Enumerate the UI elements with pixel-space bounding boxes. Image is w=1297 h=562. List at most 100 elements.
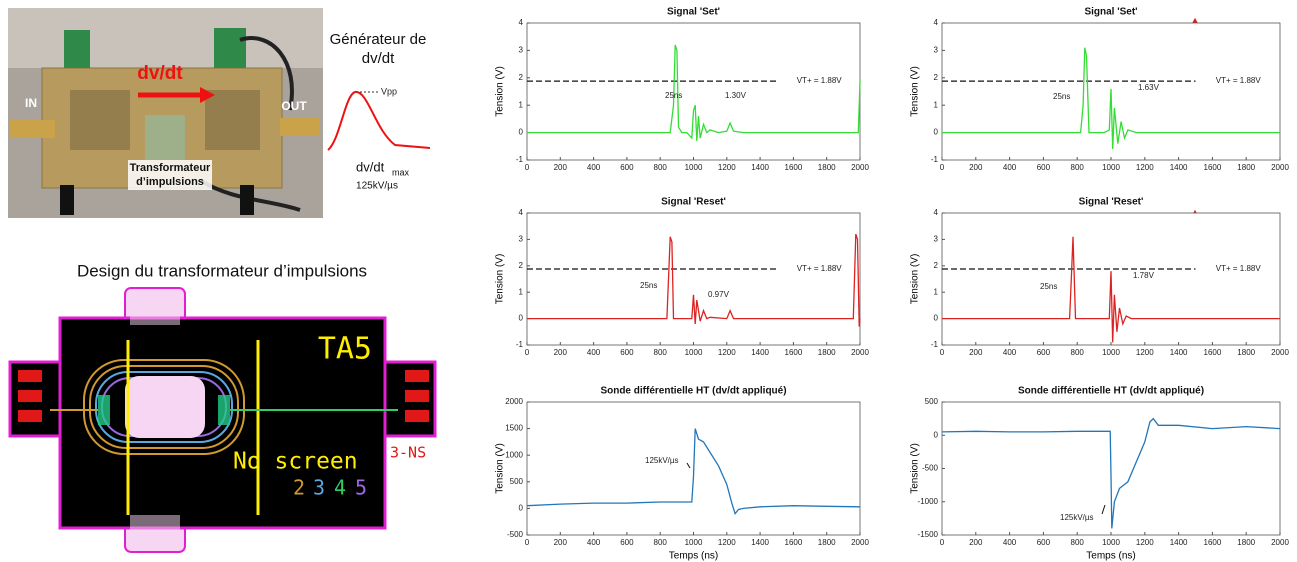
transformer-label: d’impulsions [136,176,204,188]
plot-area [526,22,861,161]
x-tick-label: 0 [940,348,945,357]
y-tick-label: 2000 [505,397,523,406]
x-tick-label: 1800 [1237,163,1255,172]
x-tick-label: 1400 [1170,163,1188,172]
y-tick-label: -1 [516,340,524,349]
x-tick-label: 1400 [1170,538,1188,547]
layout-screen: No screen [233,449,358,475]
x-tick-label: 1600 [785,538,803,547]
layer-number: 3 [313,476,325,500]
threshold-label: VT+ = 1.88V [797,76,843,85]
x-tick-label: 1200 [1136,163,1154,172]
chart: Sonde différentielle HT (dv/dt appliqué)… [910,386,1290,562]
y-tick-label: 0 [934,128,939,137]
x-tick-label: 1000 [685,163,703,172]
x-tick-label: 1400 [1170,348,1188,357]
x-tick-label: 0 [940,163,945,172]
x-tick-label: 1000 [1102,538,1120,547]
y-tick-label: 500 [510,477,524,486]
annotation: 0.97V [708,290,730,299]
chart-title: Signal 'Reset' [1079,197,1144,208]
plot-area [526,212,861,346]
slope-value: 125kV/µs [356,181,398,192]
x-tick-label: 200 [969,538,983,547]
layout-name: TA5 [318,332,372,367]
x-tick-label: 2000 [851,348,869,357]
annotation: 25ns [1040,282,1057,291]
x-tick-label: 600 [1037,348,1051,357]
x-tick-label: 2000 [1271,538,1289,547]
layer-number: 5 [355,476,367,500]
x-tick-label: 800 [654,538,668,547]
x-tick-label: 400 [587,348,601,357]
x-tick-label: 1400 [751,538,769,547]
threshold-label: VT+ = 1.88V [797,264,843,273]
x-tick-label: 600 [620,163,634,172]
chart: Sonde différentielle HT (dv/dt appliqué)… [495,386,870,562]
x-tick-label: 200 [554,348,568,357]
trace [526,428,861,516]
y-tick-label: 1 [519,287,524,296]
y-axis-label: Tension (V) [495,66,506,117]
x-tick-label: 1200 [718,163,736,172]
trace [942,236,1280,343]
threshold-label: VT+ = 1.88V [1216,76,1262,85]
y-axis-label: Tension (V) [910,66,921,117]
x-tick-label: 400 [1003,163,1017,172]
y-tick-label: 2 [519,261,524,270]
y-tick-label: -1000 [918,497,939,506]
x-tick-label: 400 [587,163,601,172]
x-tick-label: 2000 [851,538,869,547]
y-tick-label: 3 [519,235,524,244]
annotation-arrow [686,462,691,469]
generator-title: Générateur de [330,31,427,48]
x-tick-label: 0 [525,538,530,547]
pcb-layout: Design du transformateur d’impulsions TA… [8,261,437,553]
x-tick-label: 1000 [685,538,703,547]
x-tick-label: 800 [654,348,668,357]
y-tick-label: -1 [931,155,939,164]
x-tick-label: 1800 [818,538,836,547]
generator-title: dv/dt [362,50,395,67]
annotation: 1.63V [1138,83,1160,92]
chart-title: Signal 'Reset' [661,197,726,208]
x-tick-label: 1400 [751,348,769,357]
y-tick-label: 4 [934,18,939,27]
x-tick-label: 400 [587,538,601,547]
y-tick-label: 0 [519,504,524,513]
annotation: 1.30V [725,91,747,100]
y-tick-label: 4 [519,208,524,217]
x-tick-label: 1600 [1204,538,1222,547]
chart-title: Sonde différentielle HT (dv/dt appliqué) [1018,386,1204,397]
x-tick-label: 600 [620,538,634,547]
y-tick-label: 3 [934,46,939,55]
x-tick-label: 200 [969,163,983,172]
x-tick-label: 600 [1037,538,1051,547]
y-tick-label: 3 [519,46,524,55]
trace [527,233,861,327]
annotation-arrow [1101,504,1106,515]
x-tick-label: 1800 [1237,538,1255,547]
x-axis-label: Temps (ns) [669,551,718,562]
transformer-label: Transformateur [130,162,211,174]
photo: dv/dt IN OUT Transformateur d’impulsions [8,8,323,218]
layer-number: 2 [293,476,305,500]
vpp-label: Vpp [381,86,397,96]
slope-sub: max [392,167,410,177]
x-tick-label: 0 [525,163,530,172]
chart-title: Signal 'Set' [667,7,720,18]
x-tick-label: 1800 [818,163,836,172]
x-tick-label: 1600 [785,348,803,357]
y-tick-label: -1 [516,155,524,164]
x-tick-label: 800 [1071,538,1085,547]
y-tick-label: 3 [934,235,939,244]
slope-label: dv/dt [356,159,385,174]
annotation: 25ns [1053,92,1070,101]
y-tick-label: 4 [934,208,939,217]
x-tick-label: 200 [554,163,568,172]
y-axis-label: Tension (V) [495,443,506,494]
